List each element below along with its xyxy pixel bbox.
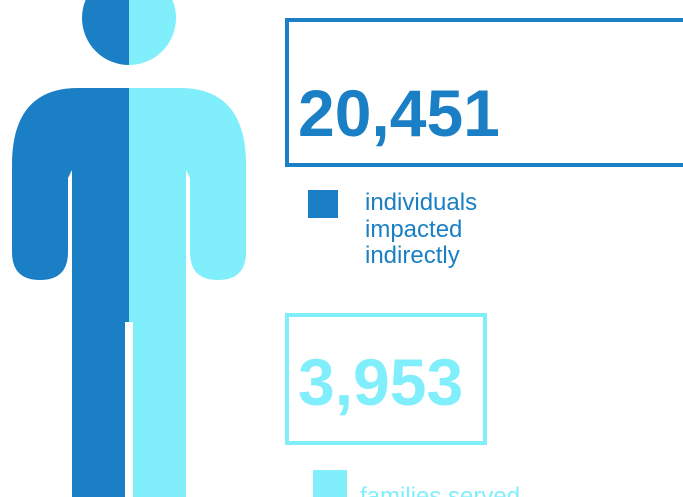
stat-box [285,313,487,445]
legend-swatch [313,470,347,497]
head-left [82,0,129,65]
stat-box [285,18,683,167]
legend-swatch [308,190,338,218]
stat-label: individuals [365,189,477,216]
body-right [129,88,246,497]
person-figure [12,0,246,497]
stat-label: impacted [365,216,462,243]
stat-value: 3,953 [298,345,463,419]
body-left [12,88,129,497]
head-right [129,0,176,65]
stat-label: indirectly [365,242,460,269]
stat-value: 20,451 [298,76,500,150]
stat-label: families served [360,483,520,497]
